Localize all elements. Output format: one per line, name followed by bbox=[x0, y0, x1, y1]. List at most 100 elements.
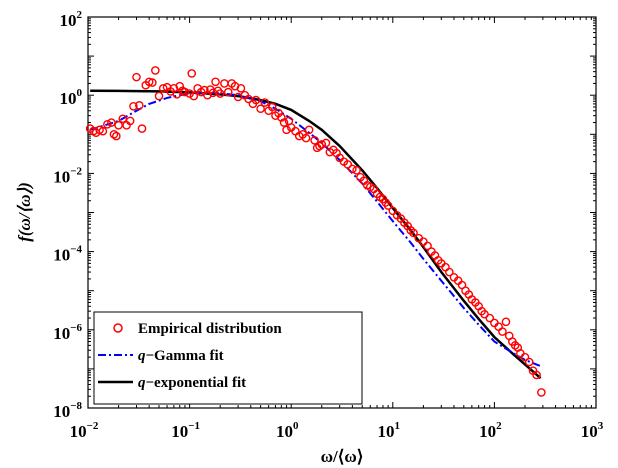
x-tick-label-base: 10 bbox=[171, 422, 188, 441]
y-tick-label-exponent: −6 bbox=[70, 322, 82, 334]
x-tick-label: 10−1 bbox=[171, 420, 200, 441]
empirical-point bbox=[189, 91, 199, 101]
y-tick-label: 102 bbox=[60, 9, 83, 30]
empirical-point bbox=[125, 116, 135, 126]
empirical-point bbox=[532, 370, 541, 380]
x-tick-label-base: 10 bbox=[378, 422, 395, 441]
empirical-point bbox=[304, 125, 314, 135]
empirical-point bbox=[282, 125, 291, 135]
x-tick-label-base: 10 bbox=[479, 422, 496, 441]
empirical-point bbox=[132, 72, 141, 82]
empirical-point bbox=[524, 357, 534, 367]
x-tick-label: 103 bbox=[581, 420, 604, 441]
legend-label-qexp: q−exponential fit bbox=[138, 375, 246, 391]
empirical-point bbox=[501, 317, 511, 327]
x-tick-label: 100 bbox=[276, 420, 299, 441]
y-tick-label: 10−2 bbox=[53, 165, 82, 186]
x-tick-label-exponent: 1 bbox=[395, 420, 401, 432]
empirical-point bbox=[260, 98, 270, 107]
y-tick-label-exponent: −2 bbox=[70, 165, 82, 177]
empirical-point bbox=[185, 89, 194, 98]
y-tick-label-exponent: 0 bbox=[77, 87, 83, 99]
empirical-point bbox=[383, 201, 393, 210]
tick-labels: 10−2 10−1 100 101 102 10310−810−610−410−21001… bbox=[53, 9, 604, 441]
empirical-point bbox=[103, 120, 112, 129]
x-tick-label-exponent: 3 bbox=[598, 420, 604, 432]
x-tick-label-base: 10 bbox=[70, 422, 87, 441]
y-tick-label: 100 bbox=[60, 87, 83, 108]
y-tick-label-base: 10 bbox=[53, 167, 70, 186]
y-tick-label-exponent: −4 bbox=[70, 244, 82, 256]
empirical-point bbox=[279, 118, 289, 127]
empirical-point bbox=[267, 102, 277, 112]
empirical-point bbox=[256, 104, 265, 114]
empirical-point bbox=[510, 341, 520, 350]
empirical-point bbox=[137, 124, 147, 133]
y-axis-label: f(ω/⟨ω⟩) bbox=[15, 182, 34, 242]
y-tick-label: 10−4 bbox=[53, 244, 82, 265]
y-tick-label-exponent: −8 bbox=[70, 400, 82, 412]
x-tick-label-base: 10 bbox=[581, 422, 598, 441]
x-tick-label-exponent: 2 bbox=[496, 420, 502, 432]
empirical-point bbox=[317, 140, 327, 149]
x-tick-label: 101 bbox=[378, 420, 401, 441]
x-tick-label-exponent: 0 bbox=[293, 420, 299, 432]
empirical-point bbox=[223, 87, 233, 97]
y-tick-label-base: 10 bbox=[53, 324, 70, 343]
empirical-point bbox=[348, 164, 357, 174]
empirical-point bbox=[409, 228, 418, 238]
y-tick-label: 10−6 bbox=[53, 322, 82, 343]
legend-label-qgamma: q−Gamma fit bbox=[138, 348, 224, 364]
empirical-point bbox=[445, 267, 454, 277]
empirical-point bbox=[114, 120, 123, 130]
x-tick-label-exponent: −1 bbox=[188, 420, 200, 432]
x-axis-label: ω/⟨ω⟩ bbox=[321, 447, 364, 466]
empirical-point bbox=[301, 133, 311, 143]
empirical-point bbox=[98, 126, 108, 136]
empirical-point bbox=[343, 160, 353, 169]
empirical-point bbox=[107, 118, 116, 127]
y-tick-label-base: 10 bbox=[60, 11, 77, 30]
empirical-point bbox=[321, 138, 331, 148]
x-tick-label-exponent: −2 bbox=[87, 420, 99, 432]
empirical-point bbox=[485, 313, 495, 323]
empirical-point bbox=[180, 87, 190, 97]
legend-box bbox=[93, 311, 363, 405]
empirical-point bbox=[215, 89, 225, 98]
tick-marks bbox=[87, 17, 596, 409]
legend: Empirical distribution q−Gamma fit q−exp… bbox=[93, 311, 363, 405]
empirical-point bbox=[175, 81, 185, 91]
empirical-point bbox=[112, 131, 121, 141]
y-tick-label-base: 10 bbox=[53, 246, 70, 265]
y-tick-label-exponent: 2 bbox=[77, 9, 83, 21]
series-line-qgamma bbox=[89, 91, 541, 367]
empirical-point bbox=[148, 78, 157, 87]
y-tick-label-base: 10 bbox=[60, 89, 77, 108]
empirical-point bbox=[109, 129, 119, 139]
empirical-point bbox=[211, 77, 220, 87]
empirical-point bbox=[151, 66, 160, 75]
y-tick-label-base: 10 bbox=[53, 402, 70, 421]
empirical-point bbox=[537, 388, 546, 397]
legend-label-empirical: Empirical distribution bbox=[138, 321, 282, 337]
empirical-point bbox=[352, 165, 361, 175]
empirical-point bbox=[520, 352, 530, 362]
empirical-point bbox=[118, 114, 128, 124]
empirical-point bbox=[129, 102, 138, 111]
legend-marker-empirical bbox=[113, 323, 123, 333]
empirical-point bbox=[187, 69, 197, 78]
empirical-point bbox=[251, 95, 261, 105]
empirical-point bbox=[135, 101, 144, 110]
x-tick-label-base: 10 bbox=[276, 422, 293, 441]
empirical-point bbox=[158, 84, 168, 93]
empirical-point bbox=[423, 241, 432, 251]
y-tick-label: 10−8 bbox=[53, 400, 82, 421]
x-tick-label: 102 bbox=[479, 420, 502, 441]
plot-area bbox=[85, 66, 546, 397]
empirical-point bbox=[498, 327, 507, 336]
empirical-point bbox=[236, 84, 246, 93]
x-tick-label: 10−2 bbox=[70, 420, 99, 441]
empirical-point bbox=[310, 136, 319, 145]
empirical-point bbox=[154, 91, 164, 101]
